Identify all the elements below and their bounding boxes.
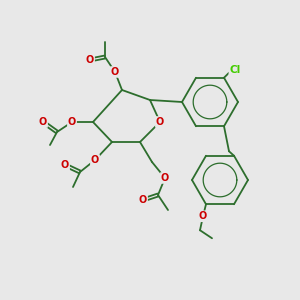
Text: O: O (39, 117, 47, 127)
Text: O: O (86, 55, 94, 65)
Text: O: O (91, 155, 99, 165)
Text: O: O (139, 195, 147, 205)
Text: O: O (68, 117, 76, 127)
Text: O: O (199, 211, 207, 221)
Text: O: O (161, 173, 169, 183)
Text: O: O (156, 117, 164, 127)
Text: Cl: Cl (230, 65, 241, 75)
Text: O: O (111, 67, 119, 77)
Text: O: O (61, 160, 69, 170)
